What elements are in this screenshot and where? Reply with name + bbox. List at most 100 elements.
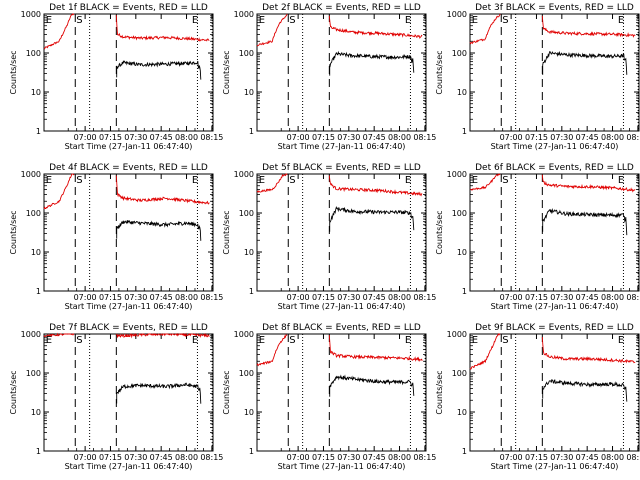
e-marker-label: E xyxy=(618,335,624,346)
x-axis-label: Start Time (27-Jan-11 06:47:40) xyxy=(65,142,193,151)
y-axis-label: Counts/sec xyxy=(9,50,18,94)
y-axis-label: Counts/sec xyxy=(435,210,444,254)
x-tick-label: 08:00 xyxy=(388,293,411,302)
plot-frame xyxy=(469,333,640,452)
y-axis-label: Counts/sec xyxy=(222,370,231,414)
lld-series-post xyxy=(541,174,636,193)
plot-frame xyxy=(43,173,214,292)
events-series xyxy=(329,205,415,232)
plot-frame xyxy=(256,333,427,452)
events-series xyxy=(329,374,415,397)
plot-frame xyxy=(256,13,427,132)
events-series xyxy=(116,60,202,80)
x-tick-label: 08:15 xyxy=(200,453,223,462)
lld-series-post xyxy=(115,175,210,205)
y-tick-label: 10 xyxy=(457,408,467,417)
x-tick-label: 07:45 xyxy=(363,453,386,462)
x-axis-label: Start Time (27-Jan-11 06:47:40) xyxy=(65,462,193,471)
x-tick-label: 08:15 xyxy=(413,453,436,462)
x-tick-label: 07:45 xyxy=(363,293,386,302)
s-marker-label: S xyxy=(502,175,508,186)
x-tick-label: 07:45 xyxy=(576,133,599,142)
x-tick-label: 08:00 xyxy=(601,133,624,142)
panel-title: Det 8f BLACK = Events, RED = LLD xyxy=(262,323,421,333)
detector-panel-2: Det 2f BLACK = Events, RED = LLD 1 10 100 10… xyxy=(222,3,436,151)
events-series xyxy=(116,382,202,404)
x-tick-label: 07:00 xyxy=(500,293,523,302)
x-tick-label: 07:30 xyxy=(337,453,360,462)
panel-title: Det 7f BLACK = Events, RED = LLD xyxy=(49,323,208,333)
lld-series-post xyxy=(115,15,210,42)
lld-series-post xyxy=(328,15,423,39)
x-tick-label: 07:30 xyxy=(124,453,147,462)
y-tick-label: 100 xyxy=(26,49,41,58)
x-tick-label: 08:00 xyxy=(388,133,411,142)
x-tick-label: 07:45 xyxy=(150,453,173,462)
x-tick-label: 08:15 xyxy=(626,133,640,142)
events-series xyxy=(542,50,628,75)
plot-frame xyxy=(43,333,214,452)
x-tick-label: 08:15 xyxy=(626,453,640,462)
events-series xyxy=(542,379,628,402)
y-tick-label: 10 xyxy=(457,248,467,257)
x-tick-label: 07:30 xyxy=(124,293,147,302)
e-marker-label: E xyxy=(46,335,52,346)
detector-panel-4: Det 4f BLACK = Events, RED = LLD 1 10 100 10… xyxy=(9,163,223,311)
lld-series-pre xyxy=(43,332,75,338)
x-tick-label: 07:30 xyxy=(550,453,573,462)
x-tick-label: 08:00 xyxy=(601,453,624,462)
y-tick-label: 1 xyxy=(36,127,41,136)
y-tick-label: 1000 xyxy=(21,330,41,339)
detector-panel-5: Det 5f BLACK = Events, RED = LLD 1 10 100 10… xyxy=(222,163,436,311)
y-tick-label: 100 xyxy=(452,209,467,218)
y-tick-label: 1000 xyxy=(447,330,467,339)
x-tick-label: 08:00 xyxy=(601,293,624,302)
x-axis-label: Start Time (27-Jan-11 06:47:40) xyxy=(278,142,406,151)
detector-panel-6: Det 6f BLACK = Events, RED = LLD 1 10 100 10… xyxy=(435,163,640,311)
e-marker-label: E xyxy=(472,335,478,346)
x-tick-label: 07:45 xyxy=(363,133,386,142)
s-marker-label: S xyxy=(76,335,82,346)
panel-title: Det 1f BLACK = Events, RED = LLD xyxy=(49,3,208,13)
x-tick-label: 07:15 xyxy=(525,293,548,302)
s-marker-label: S xyxy=(289,335,295,346)
y-tick-label: 10 xyxy=(31,88,41,97)
s-marker-label: S xyxy=(76,175,82,186)
plot-frame xyxy=(469,13,640,132)
e-marker-label: E xyxy=(46,175,52,186)
x-tick-label: 08:00 xyxy=(175,293,198,302)
x-tick-label: 07:45 xyxy=(576,293,599,302)
plot-frame xyxy=(256,173,427,292)
s-marker-label: S xyxy=(289,15,295,26)
x-tick-label: 08:15 xyxy=(200,293,223,302)
events-series xyxy=(116,219,202,241)
x-tick-label: 07:15 xyxy=(525,133,548,142)
x-tick-label: 07:15 xyxy=(525,453,548,462)
y-axis-label: Counts/sec xyxy=(9,370,18,414)
x-tick-label: 08:00 xyxy=(175,133,198,142)
x-tick-label: 07:30 xyxy=(337,133,360,142)
x-tick-label: 07:30 xyxy=(337,293,360,302)
lld-series-pre xyxy=(469,13,501,45)
x-tick-label: 07:00 xyxy=(74,133,97,142)
y-tick-label: 1 xyxy=(462,287,467,296)
e-marker-label: E xyxy=(405,335,411,346)
lld-series-pre xyxy=(43,13,75,50)
x-axis-label: Start Time (27-Jan-11 06:47:40) xyxy=(491,302,619,311)
x-tick-label: 07:45 xyxy=(150,133,173,142)
e-marker-label: E xyxy=(192,175,198,186)
y-tick-label: 10 xyxy=(244,248,254,257)
y-tick-label: 1 xyxy=(462,447,467,456)
x-tick-label: 07:15 xyxy=(99,453,122,462)
s-marker-label: S xyxy=(76,15,82,26)
e-marker-label: E xyxy=(259,335,265,346)
y-tick-label: 1 xyxy=(36,287,41,296)
e-marker-label: E xyxy=(472,175,478,186)
detector-panel-3: Det 3f BLACK = Events, RED = LLD 1 10 100 10… xyxy=(435,3,640,151)
e-marker-label: E xyxy=(472,15,478,26)
x-axis-label: Start Time (27-Jan-11 06:47:40) xyxy=(278,462,406,471)
y-tick-label: 10 xyxy=(31,248,41,257)
x-tick-label: 08:15 xyxy=(626,293,640,302)
y-tick-label: 1 xyxy=(36,447,41,456)
